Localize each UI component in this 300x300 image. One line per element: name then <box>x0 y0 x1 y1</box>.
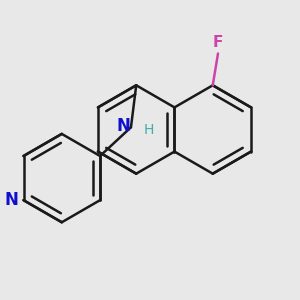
Text: F: F <box>213 35 223 50</box>
Text: N: N <box>4 191 18 209</box>
Text: N: N <box>116 117 130 135</box>
Text: H: H <box>144 123 154 137</box>
